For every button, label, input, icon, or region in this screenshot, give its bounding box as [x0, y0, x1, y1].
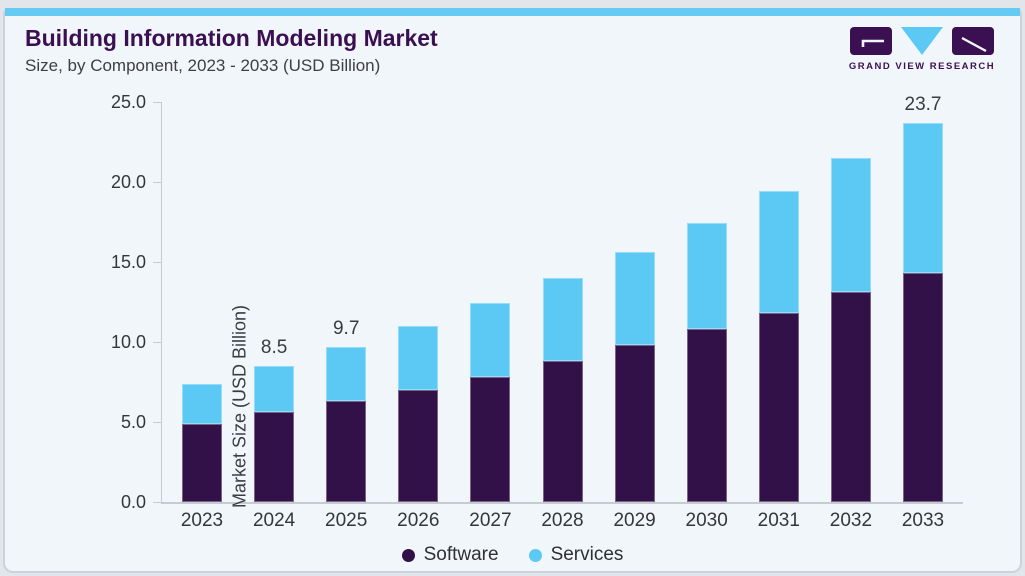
bar-segment-services-2033	[903, 123, 943, 273]
x-tick-label-2024: 2024	[252, 510, 296, 531]
y-tick-label: 0.0	[120, 492, 146, 512]
y-tick-mark	[153, 102, 161, 103]
bar-segment-software-2025	[326, 401, 367, 502]
legend-dot-software	[401, 548, 415, 562]
bar-segment-services-2024	[254, 366, 295, 412]
legend-label: Software	[423, 544, 499, 565]
x-tick-label-2031: 2031	[757, 510, 800, 531]
x-tick-label-2027: 2027	[469, 510, 512, 531]
bar-segment-software-2023	[182, 424, 222, 502]
y-tick-mark	[153, 342, 161, 343]
y-tick-mark	[153, 182, 161, 183]
y-tick-mark	[153, 262, 161, 263]
x-tick-label-2026: 2026	[397, 510, 440, 531]
y-tick-mark	[153, 422, 161, 423]
legend-dot-services	[528, 548, 542, 562]
bar-segment-software-2031	[758, 313, 799, 502]
gvr-logo: GRAND VIEW RESEARCH	[848, 24, 996, 72]
bar-segment-services-2028	[542, 278, 583, 361]
y-tick-label: 25.0	[110, 92, 146, 112]
bar-segment-software-2027	[470, 377, 511, 502]
bar-segment-software-2032	[830, 292, 871, 502]
y-tick-mark	[153, 502, 161, 503]
top-accent-bar	[5, 8, 1020, 16]
legend-item-services: Services	[528, 544, 624, 566]
legend-label: Services	[550, 544, 624, 565]
bar-segment-software-2029	[614, 345, 655, 502]
bar-segment-services-2030	[686, 223, 727, 329]
bar-segment-services-2026	[398, 326, 439, 390]
bar-segment-services-2023	[182, 384, 222, 424]
bar-segment-software-2030	[686, 329, 727, 502]
bar-segment-services-2025	[326, 347, 367, 401]
page-subtitle: Size, by Component, 2023 - 2033 (USD Bil…	[25, 55, 381, 75]
chart-card: Building Information Modeling Market Siz…	[3, 8, 1022, 573]
plot-area: Market Size (USD Billion) 25.0 20.0 15.0 10…	[111, 92, 963, 531]
x-tick-label-2032: 2032	[829, 510, 873, 531]
bar-segment-software-2033	[903, 273, 943, 502]
x-tick-label-2025: 2025	[325, 510, 368, 531]
gvr-logo-mark	[850, 27, 994, 55]
bar-segment-services-2029	[614, 252, 655, 345]
y-tick-label: 5.0	[120, 412, 146, 432]
gvr-logo-text: GRAND VIEW RESEARCH	[848, 61, 996, 72]
x-tick-label-2029: 2029	[613, 510, 656, 531]
legend-item-software: Software	[401, 544, 499, 566]
y-axis-title: Market Size (USD Billion)	[229, 304, 250, 509]
bar-segment-software-2026	[398, 390, 439, 502]
bar-segment-services-2031	[758, 191, 799, 313]
bar-segment-services-2027	[470, 303, 511, 377]
bar-total-label-2033: 23.7	[904, 94, 942, 115]
bar-segment-services-2032	[830, 158, 871, 292]
x-tick-label-2030: 2030	[685, 510, 728, 531]
bar-segment-software-2024	[254, 412, 295, 502]
page-title: Building Information Modeling Market	[25, 25, 438, 51]
legend: Software Services	[5, 544, 1020, 566]
y-tick-label: 10.0	[110, 332, 146, 352]
bar-segment-software-2028	[542, 361, 583, 502]
x-tick-label-2028: 2028	[541, 510, 584, 531]
chart-header: Building Information Modeling Market Siz…	[25, 24, 438, 77]
x-tick-label-2023: 2023	[180, 510, 224, 531]
bar-total-label-2024: 8.5	[260, 337, 288, 358]
y-tick-label: 20.0	[110, 172, 146, 192]
x-tick-label-2033: 2033	[901, 510, 945, 531]
bar-total-label-2025: 9.7	[332, 318, 360, 339]
y-tick-label: 15.0	[110, 252, 146, 272]
